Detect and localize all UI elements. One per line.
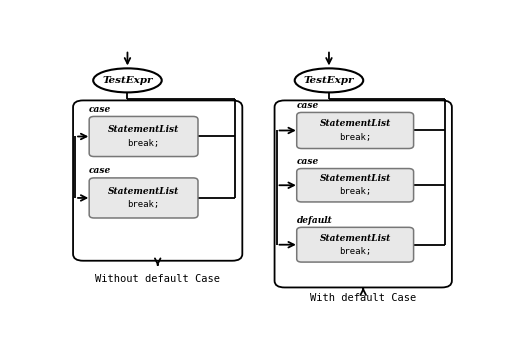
Text: Without default Case: Without default Case — [95, 274, 220, 284]
Text: case: case — [297, 101, 319, 110]
Text: break;: break; — [127, 200, 160, 209]
Text: case: case — [89, 105, 111, 114]
Text: StatementList: StatementList — [319, 234, 391, 243]
FancyBboxPatch shape — [89, 178, 198, 218]
Text: With default Case: With default Case — [310, 293, 417, 303]
Text: TestExpr: TestExpr — [304, 76, 354, 85]
FancyBboxPatch shape — [297, 112, 413, 149]
Text: case: case — [89, 166, 111, 175]
Text: StatementList: StatementList — [108, 187, 179, 196]
FancyBboxPatch shape — [297, 169, 413, 202]
Text: case: case — [297, 157, 319, 166]
Text: StatementList: StatementList — [108, 125, 179, 134]
FancyBboxPatch shape — [297, 227, 413, 262]
Text: TestExpr: TestExpr — [102, 76, 153, 85]
Ellipse shape — [295, 68, 363, 92]
Text: break;: break; — [339, 133, 371, 142]
Text: break;: break; — [127, 139, 160, 148]
Text: StatementList: StatementList — [319, 174, 391, 183]
Text: break;: break; — [339, 187, 371, 196]
Ellipse shape — [93, 68, 162, 92]
FancyBboxPatch shape — [275, 100, 452, 287]
Text: break;: break; — [339, 247, 371, 256]
FancyBboxPatch shape — [89, 117, 198, 156]
FancyBboxPatch shape — [73, 100, 242, 261]
Text: ...: ... — [321, 217, 329, 225]
Text: default: default — [297, 216, 332, 225]
Text: StatementList: StatementList — [319, 119, 391, 128]
